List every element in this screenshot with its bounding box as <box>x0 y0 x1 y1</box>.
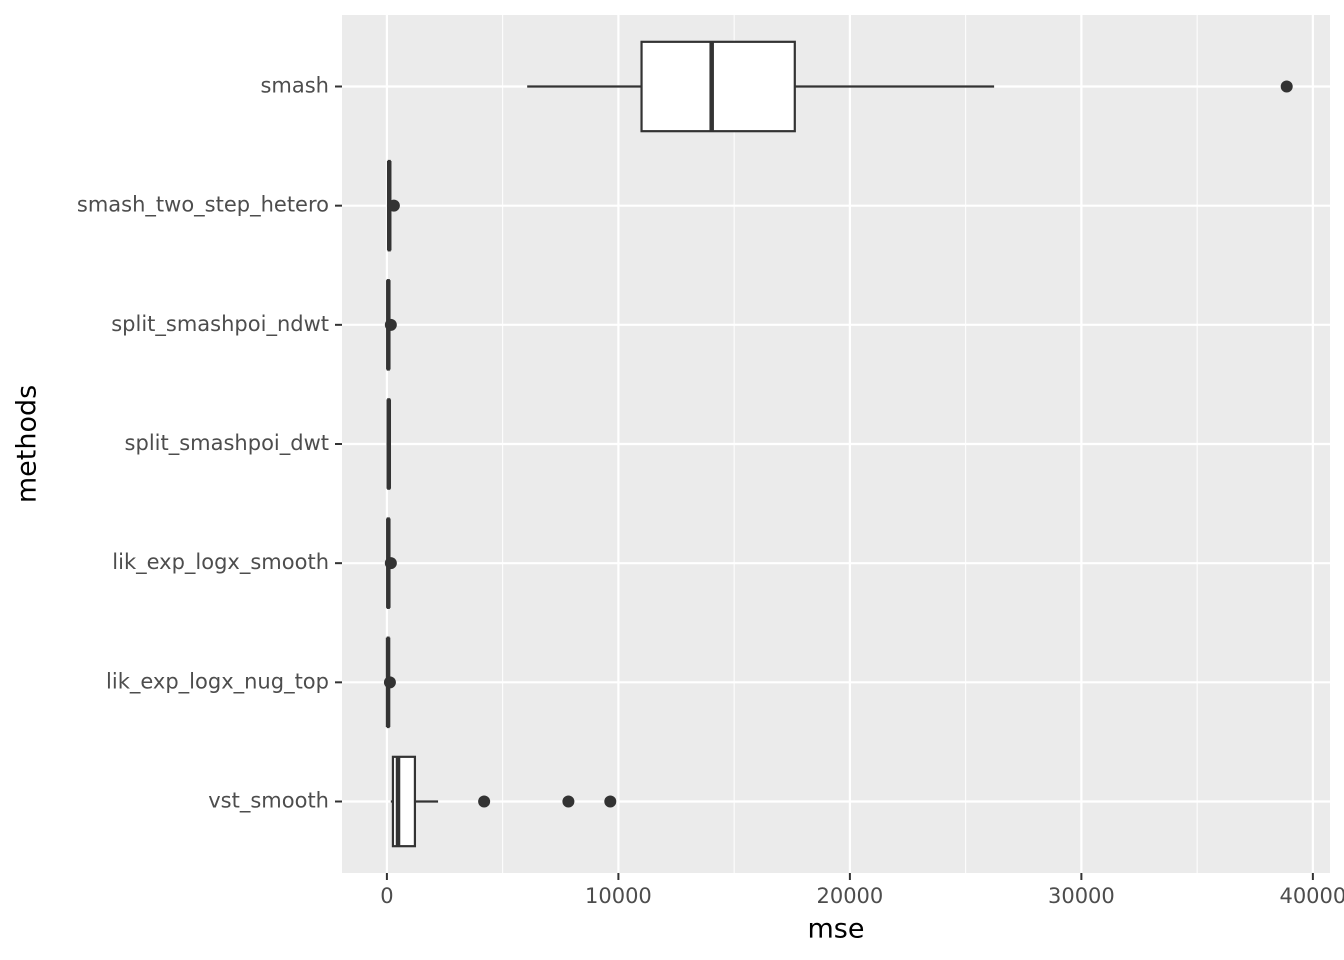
outlier <box>604 795 617 808</box>
y-tick-label: smash_two_step_hetero <box>77 193 329 218</box>
y-tick-label: lik_exp_logx_smooth <box>112 550 329 575</box>
y-tick-label: split_smashpoi_dwt <box>125 431 329 456</box>
x-tick-label: 30000 <box>1048 884 1115 908</box>
y-axis-title: methods <box>12 385 43 503</box>
y-tick-label: lik_exp_logx_nug_top <box>106 669 329 694</box>
outlier <box>478 795 491 808</box>
y-tick-label: split_smashpoi_ndwt <box>111 312 329 337</box>
outlier <box>384 557 397 570</box>
outlier <box>383 676 396 689</box>
x-tick-label: 0 <box>380 884 393 908</box>
x-axis-title: mse <box>808 914 865 945</box>
outlier <box>1280 80 1293 93</box>
outlier <box>562 795 575 808</box>
x-tick-label: 40000 <box>1279 884 1344 908</box>
y-tick-label: smash <box>260 74 329 98</box>
box <box>640 40 796 133</box>
y-tick-label: vst_smooth <box>208 789 329 814</box>
outlier <box>384 318 397 331</box>
x-tick-label: 10000 <box>585 884 652 908</box>
x-tick-label: 20000 <box>816 884 883 908</box>
outlier <box>387 199 400 212</box>
